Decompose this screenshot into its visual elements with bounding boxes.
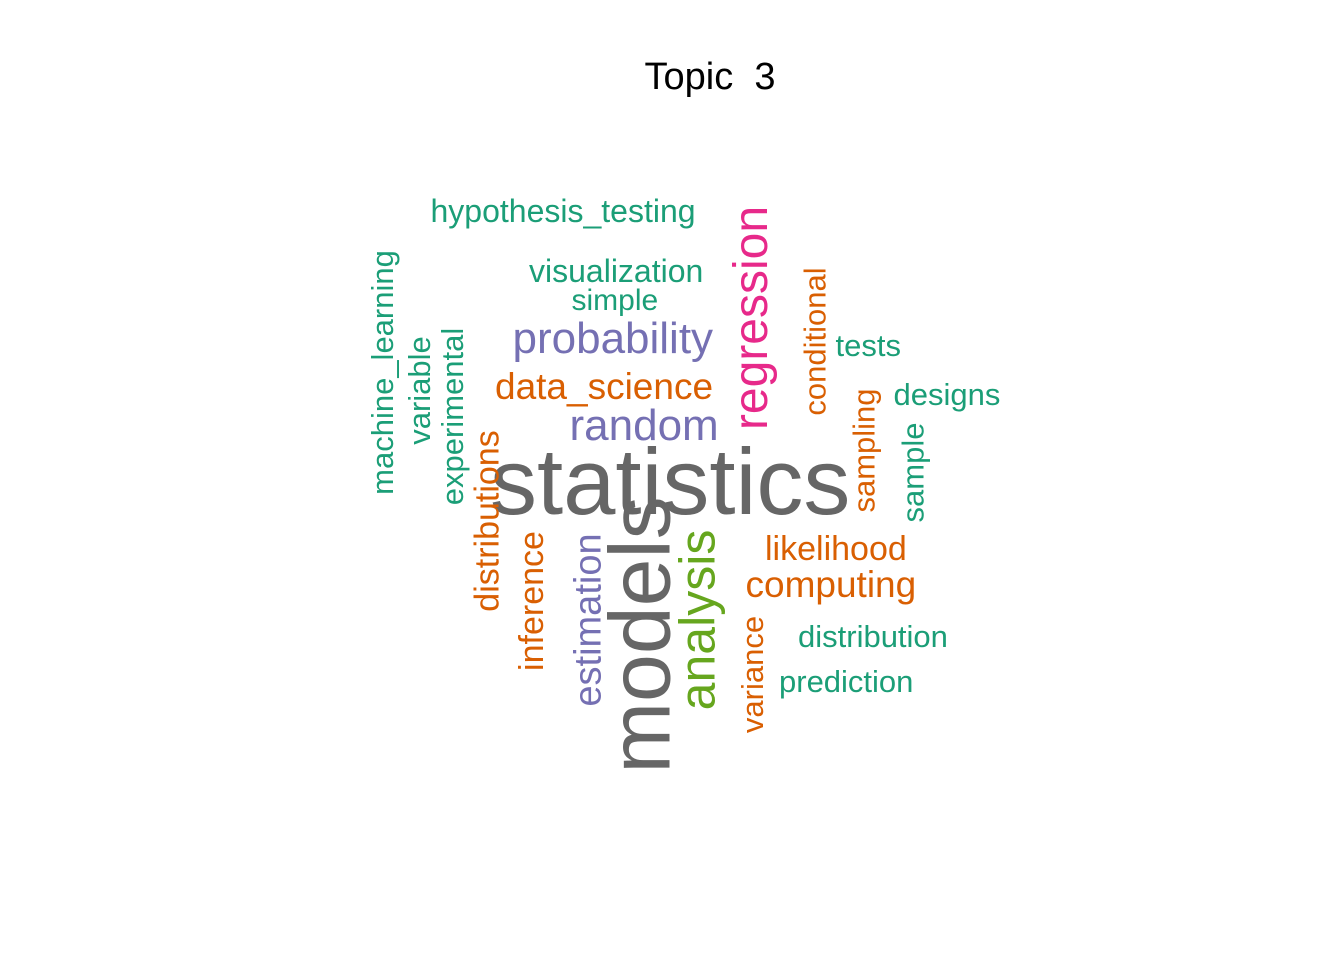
word-visualization: visualization	[529, 253, 704, 289]
word-data-science: data_science	[495, 365, 714, 407]
word-estimation: estimation	[567, 533, 610, 707]
word-conditional: conditional	[797, 266, 833, 416]
word-analysis: analysis	[668, 529, 725, 711]
word-distributions: distributions	[468, 430, 507, 612]
word-probability: probability	[512, 314, 714, 363]
chart-title: Topic 3	[644, 56, 776, 98]
word-sampling: sampling	[846, 387, 882, 513]
word-distribution: distribution	[798, 618, 948, 654]
word-statistics: statistics	[490, 429, 851, 534]
word-sample: sample	[895, 422, 931, 522]
word-variance: variance	[734, 615, 770, 733]
word-simple: simple	[571, 284, 659, 317]
word-experimental: experimental	[434, 327, 470, 505]
word-likelihood: likelihood	[765, 530, 907, 568]
word-computing: computing	[745, 563, 917, 605]
word-regression: regression	[725, 205, 779, 431]
word-tests: tests	[835, 327, 901, 363]
word-variable: variable	[401, 335, 437, 445]
word-random: random	[569, 401, 719, 450]
word-prediction: prediction	[779, 663, 914, 699]
word-designs: designs	[893, 376, 1001, 412]
word-hypothesis-testing: hypothesis_testing	[430, 193, 696, 229]
word-inference: inference	[512, 531, 551, 671]
word-machine-learning: machine_learning	[364, 249, 400, 495]
